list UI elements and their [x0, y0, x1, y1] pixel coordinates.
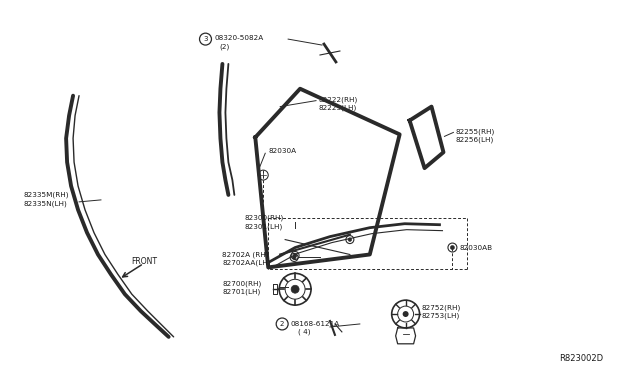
Circle shape [293, 254, 297, 257]
Circle shape [403, 311, 408, 317]
Text: 82255(RH)
82256(LH): 82255(RH) 82256(LH) [456, 128, 495, 143]
Text: FRONT: FRONT [131, 257, 157, 266]
Text: (2): (2) [220, 43, 230, 49]
Circle shape [291, 285, 299, 293]
Text: 82752(RH)
82753(LH): 82752(RH) 82753(LH) [422, 304, 461, 319]
Text: ( 4): ( 4) [298, 329, 310, 336]
Text: 82030AB: 82030AB [460, 244, 493, 251]
Text: 08168-6121A: 08168-6121A [290, 321, 339, 327]
Text: 08320-5082A: 08320-5082A [214, 35, 264, 41]
Text: 82700(RH)
82701(LH): 82700(RH) 82701(LH) [223, 280, 262, 295]
Text: 82030A: 82030A [268, 148, 296, 154]
Text: 3: 3 [204, 36, 208, 42]
Text: R823002D: R823002D [559, 354, 603, 363]
Circle shape [348, 238, 351, 241]
Text: 82222(RH)
82223(LH): 82222(RH) 82223(LH) [318, 97, 357, 112]
Circle shape [451, 246, 454, 250]
Text: 82335M(RH)
82335N(LH): 82335M(RH) 82335N(LH) [23, 192, 68, 207]
Text: 2: 2 [280, 321, 284, 327]
Text: 82300(RH)
82301(LH): 82300(RH) 82301(LH) [244, 215, 284, 230]
Circle shape [292, 256, 296, 259]
Text: 82702A (RH)
82702AA(LH): 82702A (RH) 82702AA(LH) [223, 251, 271, 266]
